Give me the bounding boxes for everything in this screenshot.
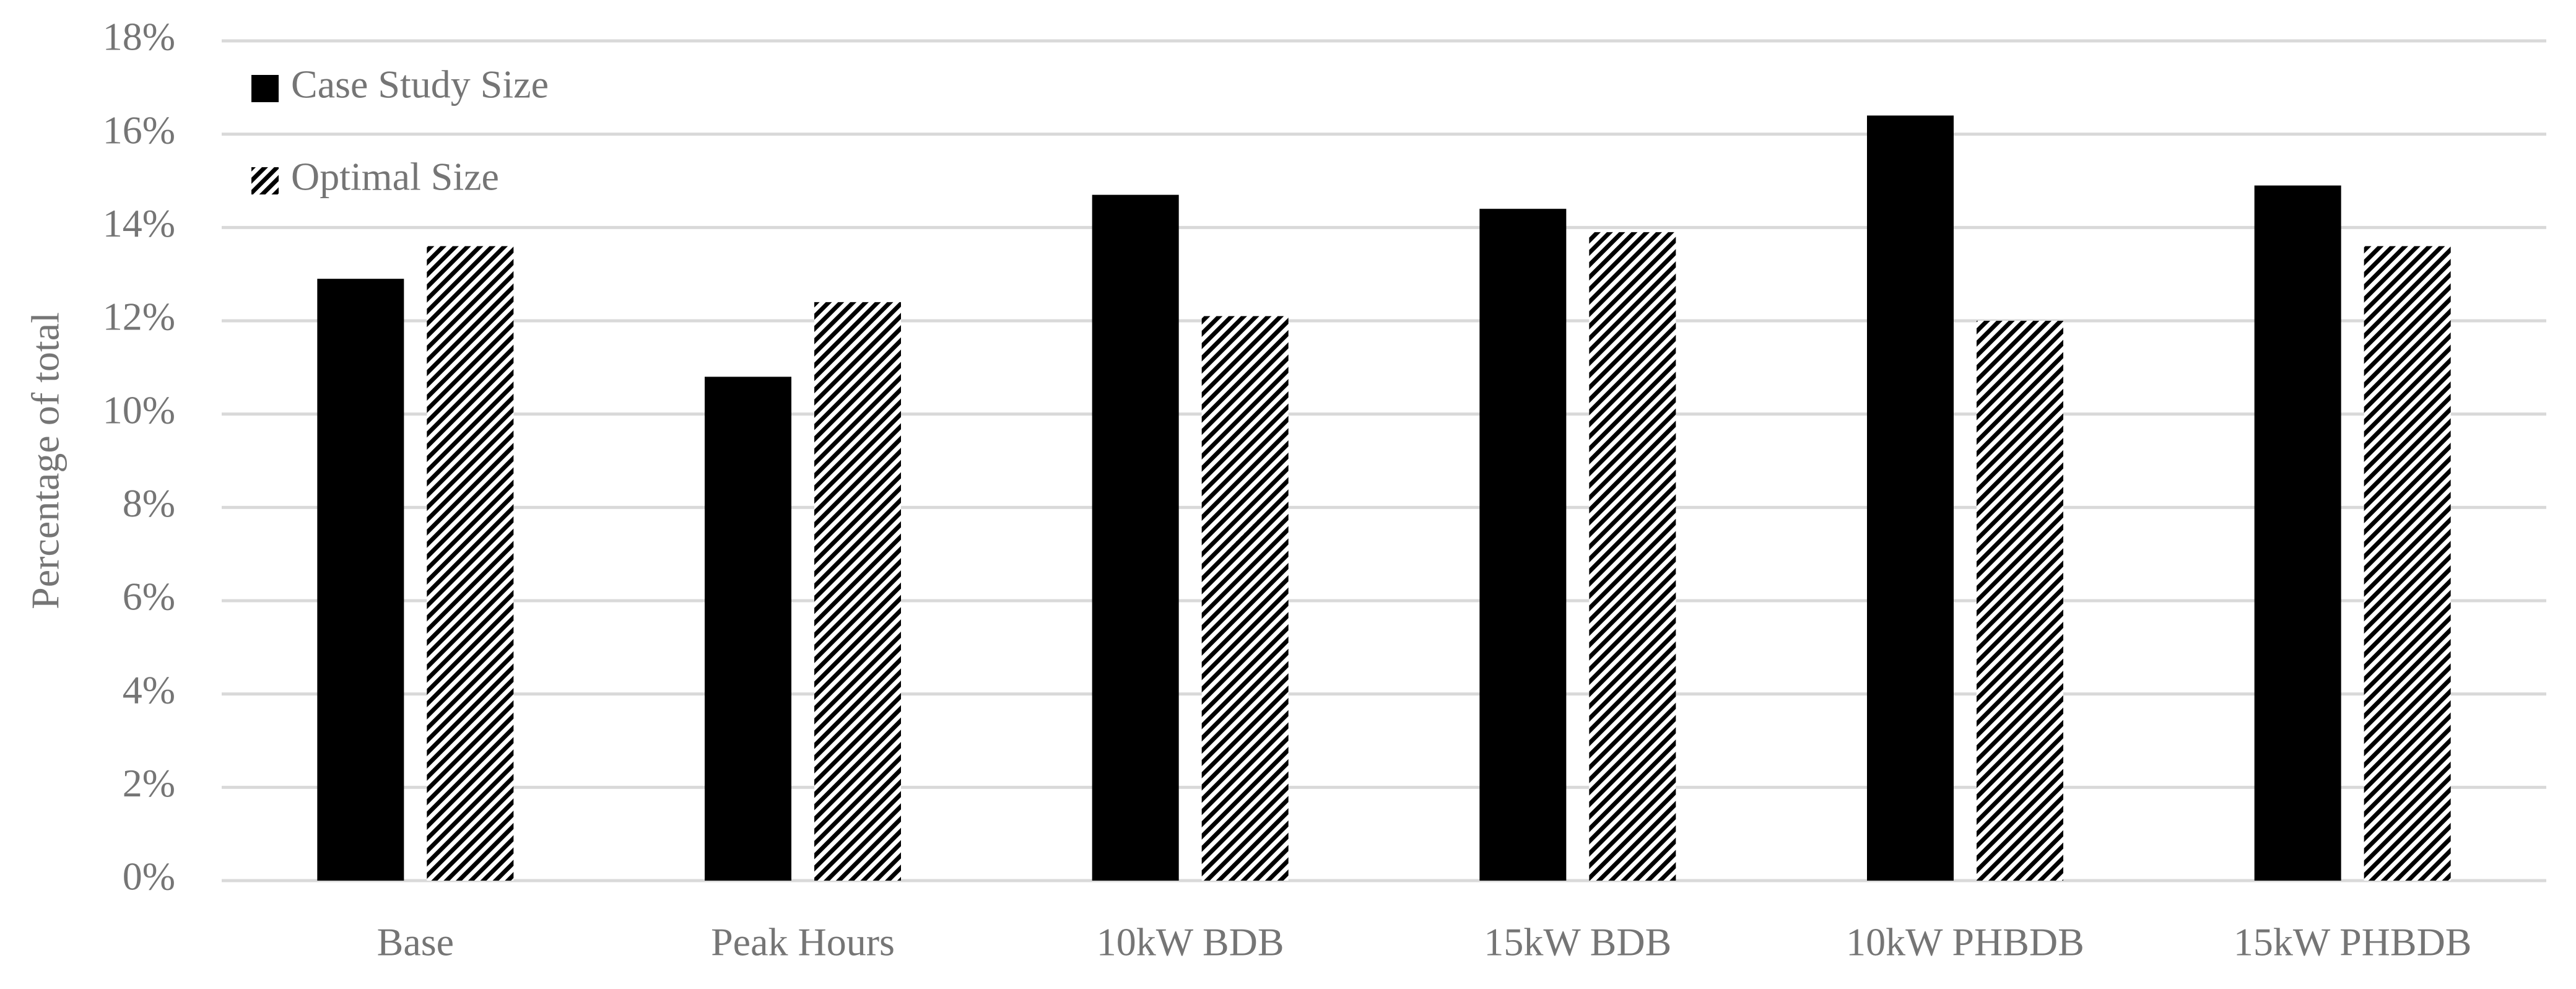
y-tick-label: 10% — [103, 388, 175, 432]
y-tick-label: 4% — [123, 668, 175, 712]
bar — [814, 302, 901, 881]
bar — [1867, 115, 1954, 881]
y-tick-label: 6% — [123, 575, 175, 619]
legend-label: Case Study Size — [291, 63, 549, 107]
x-tick-label: 10kW BDB — [1097, 920, 1284, 964]
bar — [427, 246, 514, 881]
y-tick-label: 2% — [123, 761, 175, 805]
y-tick-label: 14% — [103, 201, 175, 245]
x-tick-label: Peak Hours — [711, 920, 895, 964]
bar — [1977, 321, 2063, 881]
y-tick-label: 18% — [103, 15, 175, 59]
bar — [1589, 232, 1676, 881]
legend-swatch — [251, 75, 279, 102]
y-tick-label: 0% — [123, 855, 175, 899]
bar — [1092, 194, 1179, 881]
x-tick-label: 15kW BDB — [1484, 920, 1671, 964]
bar — [2364, 246, 2451, 881]
x-tick-label: 10kW PHBDB — [1846, 920, 2084, 964]
y-tick-label: 8% — [123, 481, 175, 525]
bar — [705, 377, 791, 881]
bar — [1201, 316, 1289, 881]
legend-swatch — [251, 167, 279, 194]
y-tick-label: 16% — [103, 108, 175, 152]
x-tick-label: Base — [377, 920, 454, 964]
bar — [2254, 185, 2341, 881]
x-tick-label: 15kW PHBDB — [2234, 920, 2472, 964]
bar — [1479, 209, 1567, 881]
legend-label: Optimal Size — [291, 155, 499, 199]
y-axis-label: Percentage of total — [24, 312, 67, 609]
y-tick-label: 12% — [103, 295, 175, 339]
bar — [317, 279, 404, 881]
